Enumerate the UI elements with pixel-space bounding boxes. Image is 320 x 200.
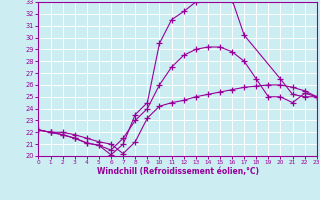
X-axis label: Windchill (Refroidissement éolien,°C): Windchill (Refroidissement éolien,°C) [97, 167, 259, 176]
